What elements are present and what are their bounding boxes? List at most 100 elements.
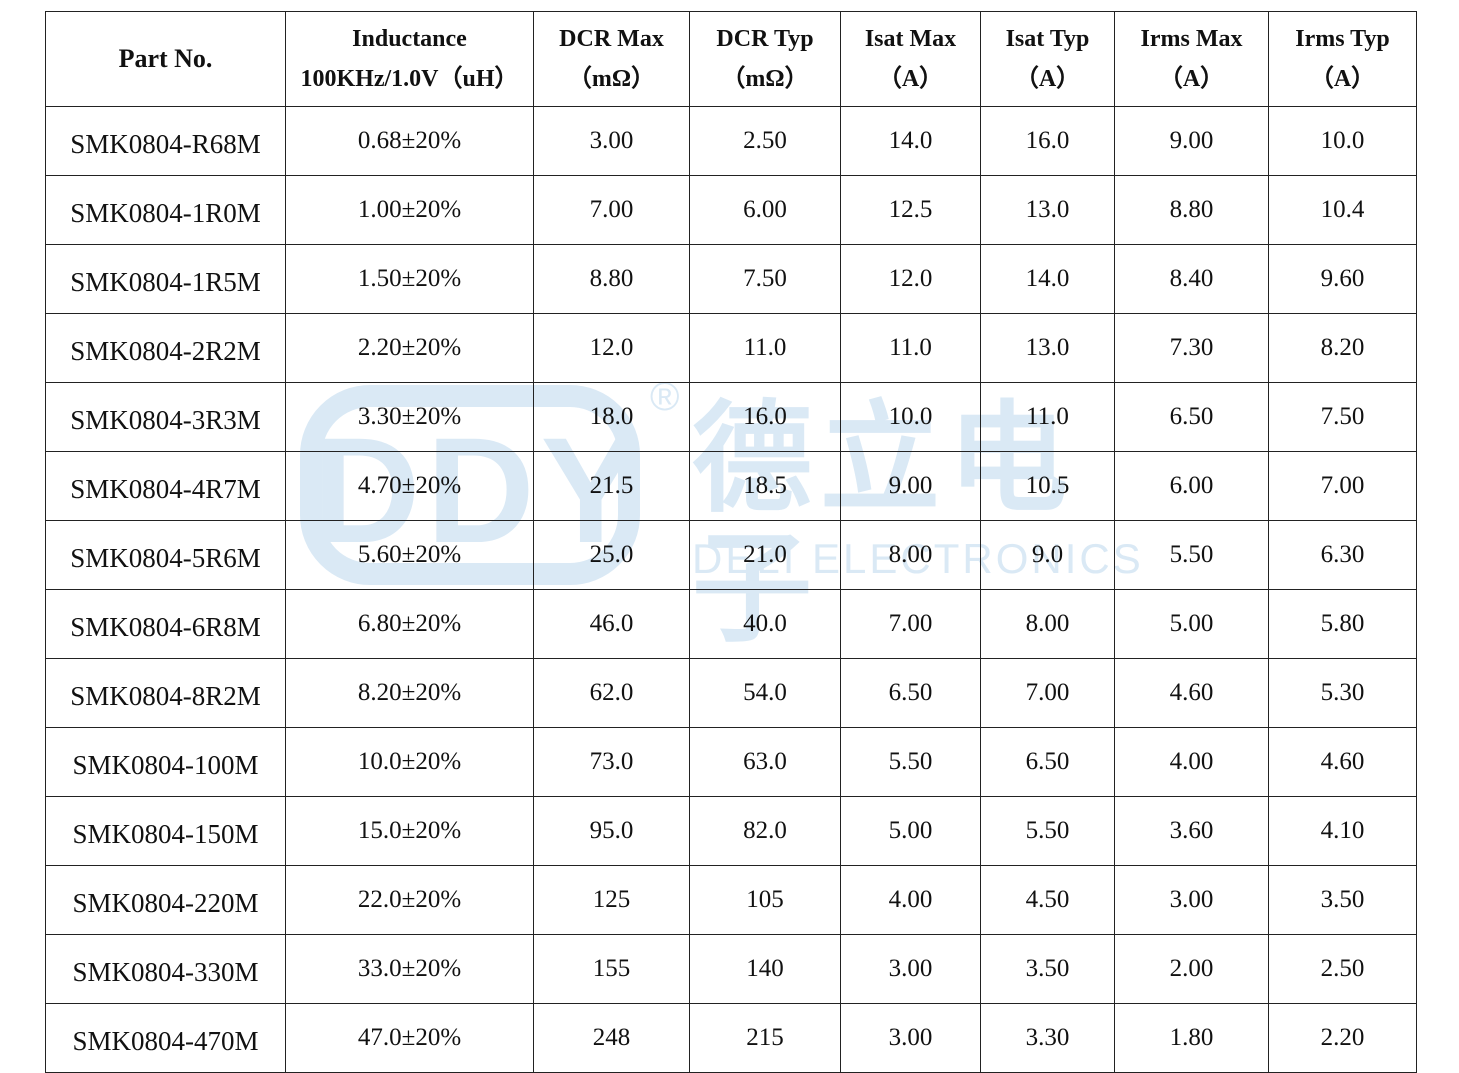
isat-max-cell: 11.0 (840, 313, 981, 383)
dcr-typ-cell: 215 (689, 1003, 841, 1073)
irms-max-cell: 7.30 (1114, 313, 1269, 383)
irms-max-cell: 3.00 (1114, 865, 1269, 935)
header-label: Irms Typ (1295, 26, 1390, 52)
table-row: SMK0804-220M 22.0±20% 125 105 4.00 4.50 … (45, 865, 1417, 935)
isat-typ-cell: 16.0 (980, 106, 1115, 176)
irms-typ-cell: 5.30 (1268, 658, 1417, 728)
header-label: Isat Typ (1005, 26, 1090, 52)
header-label: Irms Max (1140, 26, 1243, 52)
part-number-cell: SMK0804-4R7M (45, 451, 286, 521)
isat-max-cell: 14.0 (840, 106, 981, 176)
irms-typ-cell: 4.10 (1268, 796, 1417, 866)
isat-typ-cell: 5.50 (980, 796, 1115, 866)
inductance-cell: 5.60±20% (285, 520, 534, 590)
inductance-cell: 10.0±20% (285, 727, 534, 797)
inductance-cell: 8.20±20% (285, 658, 534, 728)
header-label: DCR Typ (716, 26, 814, 52)
part-number-cell: SMK0804-220M (45, 865, 286, 935)
dcr-typ-cell: 18.5 (689, 451, 841, 521)
table-row: SMK0804-470M 47.0±20% 248 215 3.00 3.30 … (45, 1003, 1417, 1073)
irms-typ-cell: 7.00 (1268, 451, 1417, 521)
irms-typ-cell: 2.20 (1268, 1003, 1417, 1073)
dcr-typ-cell: 140 (689, 934, 841, 1004)
header-unit: （A） (1309, 66, 1376, 92)
header-dcr-typ: DCR Typ （mΩ） (689, 11, 841, 107)
part-number-cell: SMK0804-100M (45, 727, 286, 797)
isat-typ-cell: 13.0 (980, 175, 1115, 245)
dcr-max-cell: 7.00 (533, 175, 690, 245)
table-row: SMK0804-100M 10.0±20% 73.0 63.0 5.50 6.5… (45, 727, 1417, 797)
dcr-max-cell: 155 (533, 934, 690, 1004)
irms-max-cell: 6.50 (1114, 382, 1269, 452)
table-header-row: Part No. Inductance 100KHz/1.0V（uH） DCR … (45, 11, 1417, 107)
irms-max-cell: 4.00 (1114, 727, 1269, 797)
dcr-max-cell: 125 (533, 865, 690, 935)
dcr-max-cell: 8.80 (533, 244, 690, 314)
irms-max-cell: 5.00 (1114, 589, 1269, 659)
dcr-typ-cell: 16.0 (689, 382, 841, 452)
inductance-cell: 15.0±20% (285, 796, 534, 866)
table-row: SMK0804-150M 15.0±20% 95.0 82.0 5.00 5.5… (45, 796, 1417, 866)
inductance-cell: 47.0±20% (285, 1003, 534, 1073)
dcr-max-cell: 46.0 (533, 589, 690, 659)
isat-max-cell: 5.00 (840, 796, 981, 866)
irms-typ-cell: 6.30 (1268, 520, 1417, 590)
table-row: SMK0804-3R3M 3.30±20% 18.0 16.0 10.0 11.… (45, 382, 1417, 452)
isat-typ-cell: 14.0 (980, 244, 1115, 314)
irms-max-cell: 4.60 (1114, 658, 1269, 728)
dcr-typ-cell: 54.0 (689, 658, 841, 728)
inductance-cell: 6.80±20% (285, 589, 534, 659)
part-number-cell: SMK0804-R68M (45, 106, 286, 176)
isat-max-cell: 3.00 (840, 1003, 981, 1073)
dcr-max-cell: 3.00 (533, 106, 690, 176)
header-unit: （A） (1158, 66, 1225, 92)
irms-typ-cell: 4.60 (1268, 727, 1417, 797)
table-row: SMK0804-5R6M 5.60±20% 25.0 21.0 8.00 9.0… (45, 520, 1417, 590)
table-row: SMK0804-6R8M 6.80±20% 46.0 40.0 7.00 8.0… (45, 589, 1417, 659)
irms-typ-cell: 10.4 (1268, 175, 1417, 245)
dcr-typ-cell: 63.0 (689, 727, 841, 797)
dcr-typ-cell: 21.0 (689, 520, 841, 590)
irms-max-cell: 1.80 (1114, 1003, 1269, 1073)
part-number-cell: SMK0804-1R0M (45, 175, 286, 245)
table-row: SMK0804-2R2M 2.20±20% 12.0 11.0 11.0 13.… (45, 313, 1417, 383)
irms-max-cell: 8.80 (1114, 175, 1269, 245)
table-row: SMK0804-8R2M 8.20±20% 62.0 54.0 6.50 7.0… (45, 658, 1417, 728)
dcr-max-cell: 12.0 (533, 313, 690, 383)
inductor-spec-table: Part No. Inductance 100KHz/1.0V（uH） DCR … (45, 11, 1417, 1073)
irms-max-cell: 3.60 (1114, 796, 1269, 866)
isat-typ-cell: 4.50 (980, 865, 1115, 935)
isat-typ-cell: 6.50 (980, 727, 1115, 797)
header-irms-max: Irms Max （A） (1114, 11, 1269, 107)
inductance-cell: 3.30±20% (285, 382, 534, 452)
isat-typ-cell: 10.5 (980, 451, 1115, 521)
isat-max-cell: 12.5 (840, 175, 981, 245)
dcr-max-cell: 25.0 (533, 520, 690, 590)
isat-typ-cell: 9.0 (980, 520, 1115, 590)
header-unit: （A） (1014, 66, 1081, 92)
isat-max-cell: 3.00 (840, 934, 981, 1004)
part-number-cell: SMK0804-8R2M (45, 658, 286, 728)
isat-max-cell: 4.00 (840, 865, 981, 935)
header-part-no: Part No. (45, 11, 286, 107)
dcr-max-cell: 248 (533, 1003, 690, 1073)
table-row: SMK0804-4R7M 4.70±20% 21.5 18.5 9.00 10.… (45, 451, 1417, 521)
part-number-cell: SMK0804-6R8M (45, 589, 286, 659)
isat-max-cell: 8.00 (840, 520, 981, 590)
isat-typ-cell: 3.50 (980, 934, 1115, 1004)
part-number-cell: SMK0804-330M (45, 934, 286, 1004)
part-number-cell: SMK0804-3R3M (45, 382, 286, 452)
part-number-cell: SMK0804-2R2M (45, 313, 286, 383)
isat-typ-cell: 13.0 (980, 313, 1115, 383)
part-number-cell: SMK0804-1R5M (45, 244, 286, 314)
dcr-max-cell: 21.5 (533, 451, 690, 521)
irms-max-cell: 8.40 (1114, 244, 1269, 314)
isat-max-cell: 7.00 (840, 589, 981, 659)
inductance-cell: 22.0±20% (285, 865, 534, 935)
isat-max-cell: 9.00 (840, 451, 981, 521)
irms-typ-cell: 9.60 (1268, 244, 1417, 314)
inductance-cell: 4.70±20% (285, 451, 534, 521)
header-label: Part No. (118, 44, 213, 73)
irms-max-cell: 5.50 (1114, 520, 1269, 590)
table-row: SMK0804-330M 33.0±20% 155 140 3.00 3.50 … (45, 934, 1417, 1004)
